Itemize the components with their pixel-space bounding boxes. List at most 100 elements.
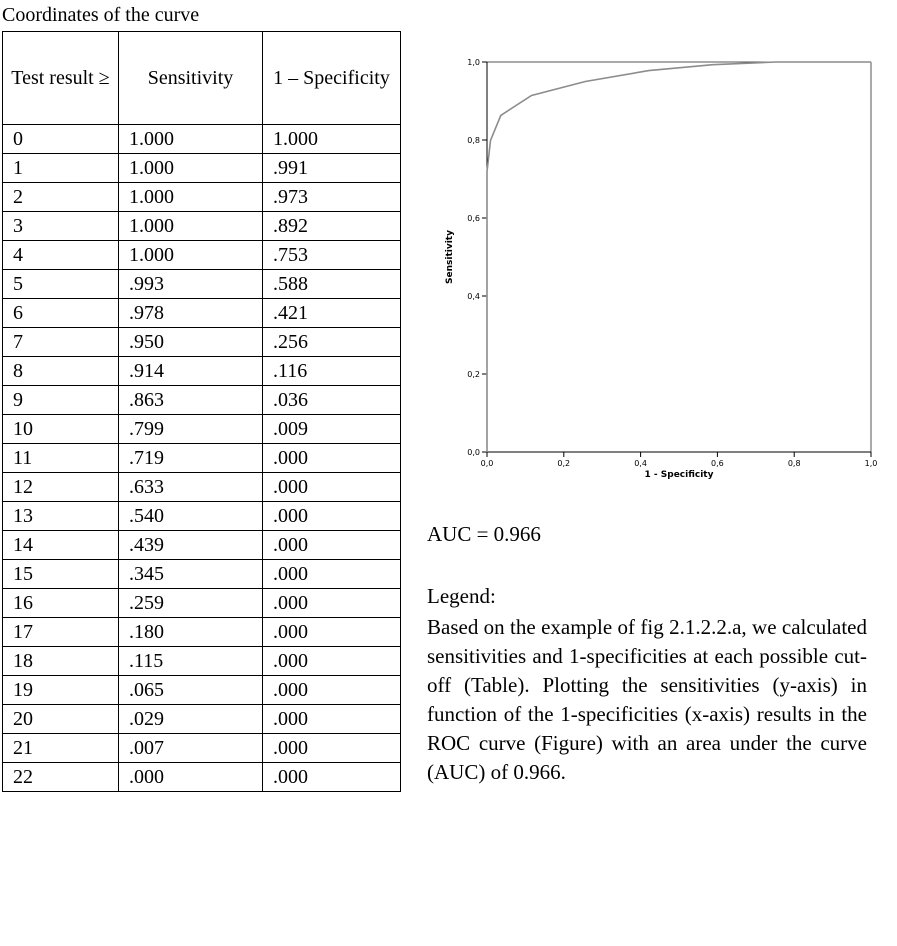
x-tick-label: 0,8 bbox=[788, 459, 801, 468]
cell-sensitivity: .007 bbox=[118, 733, 263, 763]
table-row: 6.978.421 bbox=[2, 298, 401, 328]
table-caption: Coordinates of the curve bbox=[2, 4, 200, 26]
cell-test-result: 13 bbox=[2, 501, 119, 531]
cell-sensitivity: .863 bbox=[118, 385, 263, 415]
cell-test-result: 20 bbox=[2, 704, 119, 734]
cell-test-result: 2 bbox=[2, 182, 119, 212]
cell-test-result: 11 bbox=[2, 443, 119, 473]
x-tick-label: 0,6 bbox=[711, 459, 724, 468]
header-sensitivity: Sensitivity bbox=[118, 31, 263, 125]
table-row: 15.345.000 bbox=[2, 559, 401, 589]
cell-test-result: 4 bbox=[2, 240, 119, 270]
table-row: 13.540.000 bbox=[2, 501, 401, 531]
cell-one-minus-specificity: .256 bbox=[262, 327, 401, 357]
cell-one-minus-specificity: .000 bbox=[262, 762, 401, 792]
x-axis-label: 1 - Specificity bbox=[645, 470, 714, 480]
cell-one-minus-specificity: .116 bbox=[262, 356, 401, 386]
y-tick-label: 0,6 bbox=[467, 214, 480, 223]
cell-sensitivity: .978 bbox=[118, 298, 263, 328]
cell-sensitivity: .719 bbox=[118, 443, 263, 473]
table-row: 20.029.000 bbox=[2, 704, 401, 734]
cell-sensitivity: .000 bbox=[118, 762, 263, 792]
cell-test-result: 10 bbox=[2, 414, 119, 444]
table-row: 10.799.009 bbox=[2, 414, 401, 444]
cell-test-result: 9 bbox=[2, 385, 119, 415]
cell-test-result: 6 bbox=[2, 298, 119, 328]
cell-one-minus-specificity: .036 bbox=[262, 385, 401, 415]
table-row: 22.000.000 bbox=[2, 762, 401, 792]
y-tick-label: 0,4 bbox=[467, 292, 480, 301]
cell-one-minus-specificity: .000 bbox=[262, 472, 401, 502]
cell-one-minus-specificity: .000 bbox=[262, 733, 401, 763]
legend-title: Legend: bbox=[427, 584, 496, 608]
cell-test-result: 22 bbox=[2, 762, 119, 792]
cell-test-result: 17 bbox=[2, 617, 119, 647]
table-row: 11.719.000 bbox=[2, 443, 401, 473]
cell-one-minus-specificity: 1.000 bbox=[262, 124, 401, 154]
cell-test-result: 12 bbox=[2, 472, 119, 502]
table-row: 21.007.000 bbox=[2, 733, 401, 763]
cell-sensitivity: .993 bbox=[118, 269, 263, 299]
cell-test-result: 21 bbox=[2, 733, 119, 763]
cell-one-minus-specificity: .973 bbox=[262, 182, 401, 212]
table-row: 19.065.000 bbox=[2, 675, 401, 705]
cell-sensitivity: 1.000 bbox=[118, 182, 263, 212]
table-row: 8.914.116 bbox=[2, 356, 401, 386]
cell-test-result: 3 bbox=[2, 211, 119, 241]
y-tick-label: 0,0 bbox=[467, 448, 480, 457]
cell-one-minus-specificity: .000 bbox=[262, 443, 401, 473]
y-axis-label: Sensitivity bbox=[445, 230, 455, 284]
cell-one-minus-specificity: .421 bbox=[262, 298, 401, 328]
cell-one-minus-specificity: .753 bbox=[262, 240, 401, 270]
coordinates-table: Test result ≥ Sensitivity 1 – Specificit… bbox=[2, 31, 401, 792]
table-row: 12.633.000 bbox=[2, 472, 401, 502]
x-tick-label: 1,0 bbox=[865, 459, 878, 468]
cell-test-result: 19 bbox=[2, 675, 119, 705]
cell-sensitivity: .065 bbox=[118, 675, 263, 705]
cell-one-minus-specificity: .991 bbox=[262, 153, 401, 183]
cell-test-result: 18 bbox=[2, 646, 119, 676]
table-row: 17.180.000 bbox=[2, 617, 401, 647]
roc-chart: 0,0 0,2 0,4 0,6 0,8 1,0 0,0 0,2 0,4 0,6 0,8 1,0 1 - … bbox=[445, 58, 878, 480]
table-row: 1 1.000.991 bbox=[2, 153, 401, 183]
cell-sensitivity: 1.000 bbox=[118, 211, 263, 241]
table-row: 4 1.000.753 bbox=[2, 240, 401, 270]
cell-test-result: 14 bbox=[2, 530, 119, 560]
x-tick-label: 0,4 bbox=[634, 459, 647, 468]
cell-sensitivity: .180 bbox=[118, 617, 263, 647]
cell-sensitivity: .799 bbox=[118, 414, 263, 444]
cell-test-result: 8 bbox=[2, 356, 119, 386]
cell-one-minus-specificity: .000 bbox=[262, 617, 401, 647]
cell-test-result: 0 bbox=[2, 124, 119, 154]
cell-one-minus-specificity: .000 bbox=[262, 530, 401, 560]
table-row: 0 1.000 1.000 bbox=[2, 124, 401, 154]
x-tick-label: 0,2 bbox=[557, 459, 570, 468]
header-one-minus-specificity: 1 – Specificity bbox=[262, 31, 401, 125]
header-test-result: Test result ≥ bbox=[2, 31, 119, 125]
y-tick-label: 1,0 bbox=[467, 58, 480, 67]
cell-sensitivity: 1.000 bbox=[118, 153, 263, 183]
table-row: 18.115.000 bbox=[2, 646, 401, 676]
cell-sensitivity: .950 bbox=[118, 327, 263, 357]
y-tick-label: 0,2 bbox=[467, 370, 480, 379]
table-row: 5.993.588 bbox=[2, 269, 401, 299]
cell-sensitivity: .345 bbox=[118, 559, 263, 589]
table-row: 3 1.000.892 bbox=[2, 211, 401, 241]
cell-test-result: 15 bbox=[2, 559, 119, 589]
cell-sensitivity: .633 bbox=[118, 472, 263, 502]
table-row: 14.439.000 bbox=[2, 530, 401, 560]
cell-one-minus-specificity: .000 bbox=[262, 501, 401, 531]
cell-sensitivity: 1.000 bbox=[118, 240, 263, 270]
cell-test-result: 16 bbox=[2, 588, 119, 618]
cell-sensitivity: .439 bbox=[118, 530, 263, 560]
cell-test-result: 7 bbox=[2, 327, 119, 357]
cell-test-result: 5 bbox=[2, 269, 119, 299]
cell-one-minus-specificity: .000 bbox=[262, 588, 401, 618]
table-header-row: Test result ≥ Sensitivity 1 – Specificit… bbox=[2, 31, 401, 125]
table-body: 0 1.000 1.000 1 1.000.991 2 1.000.973 3 1.000.89… bbox=[2, 124, 401, 792]
cell-sensitivity: .540 bbox=[118, 501, 263, 531]
cell-sensitivity: .115 bbox=[118, 646, 263, 676]
cell-sensitivity: .029 bbox=[118, 704, 263, 734]
cell-one-minus-specificity: .000 bbox=[262, 559, 401, 589]
cell-one-minus-specificity: .009 bbox=[262, 414, 401, 444]
